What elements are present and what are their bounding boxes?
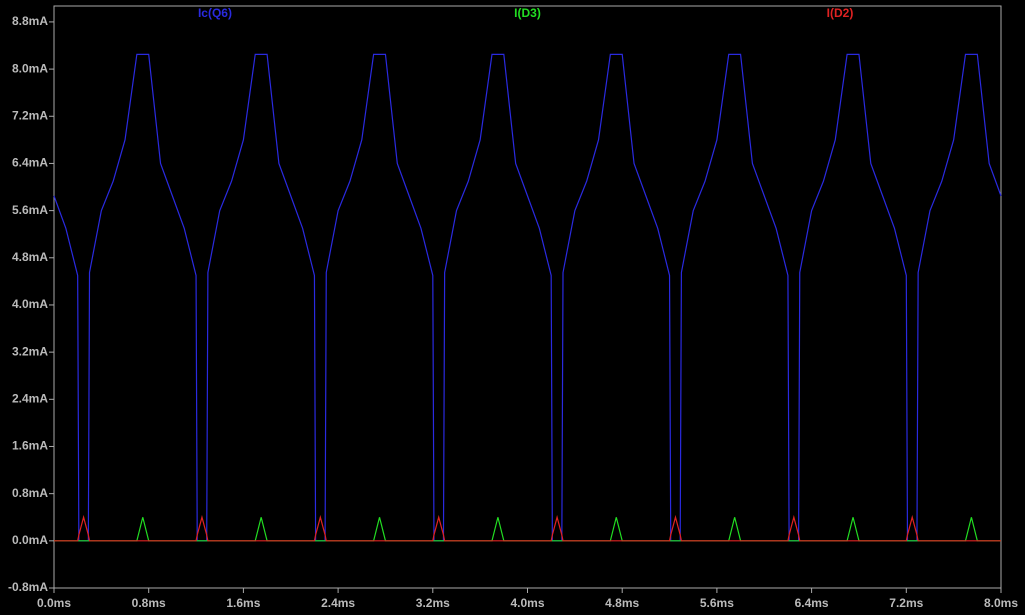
legend-label: Ic(Q6) [198, 6, 232, 20]
y-tick-label: 8.8mA [12, 14, 48, 28]
x-tick-label: 7.2ms [889, 596, 923, 610]
y-tick-label: 4.8mA [12, 250, 48, 264]
x-tick-label: 4.0ms [510, 596, 544, 610]
x-tick-label: 8.0ms [984, 596, 1018, 610]
y-tick-label: 7.2mA [12, 108, 48, 122]
x-tick-label: 2.4ms [321, 596, 355, 610]
series-line [54, 514, 1001, 542]
y-tick-label: 0.8mA [12, 486, 48, 500]
x-tick-label: 3.2ms [416, 596, 450, 610]
x-tick-label: 1.6ms [226, 596, 260, 610]
y-tick-label: 2.4mA [12, 391, 48, 405]
y-tick-label: 5.6mA [12, 203, 48, 217]
y-tick-label: -0.8mA [8, 580, 48, 594]
x-tick-label: 0.8ms [132, 596, 166, 610]
y-tick-label: 8.0mA [12, 61, 48, 75]
series-line [53, 53, 1002, 542]
y-tick-label: 6.4mA [12, 156, 48, 170]
y-tick-label: 0.0mA [12, 533, 48, 547]
legend-label: I(D3) [514, 6, 541, 20]
x-tick-label: 4.8ms [605, 596, 639, 610]
y-tick-label: 4.0mA [12, 297, 48, 311]
x-tick-label: 5.6ms [700, 596, 734, 610]
legend-label: I(D2) [827, 6, 854, 20]
x-tick-label: 6.4ms [795, 596, 829, 610]
y-tick-label: 3.2mA [12, 344, 48, 358]
x-tick-label: 0.0ms [37, 596, 71, 610]
y-tick-label: 1.6mA [12, 439, 48, 453]
series-line [54, 517, 1001, 542]
